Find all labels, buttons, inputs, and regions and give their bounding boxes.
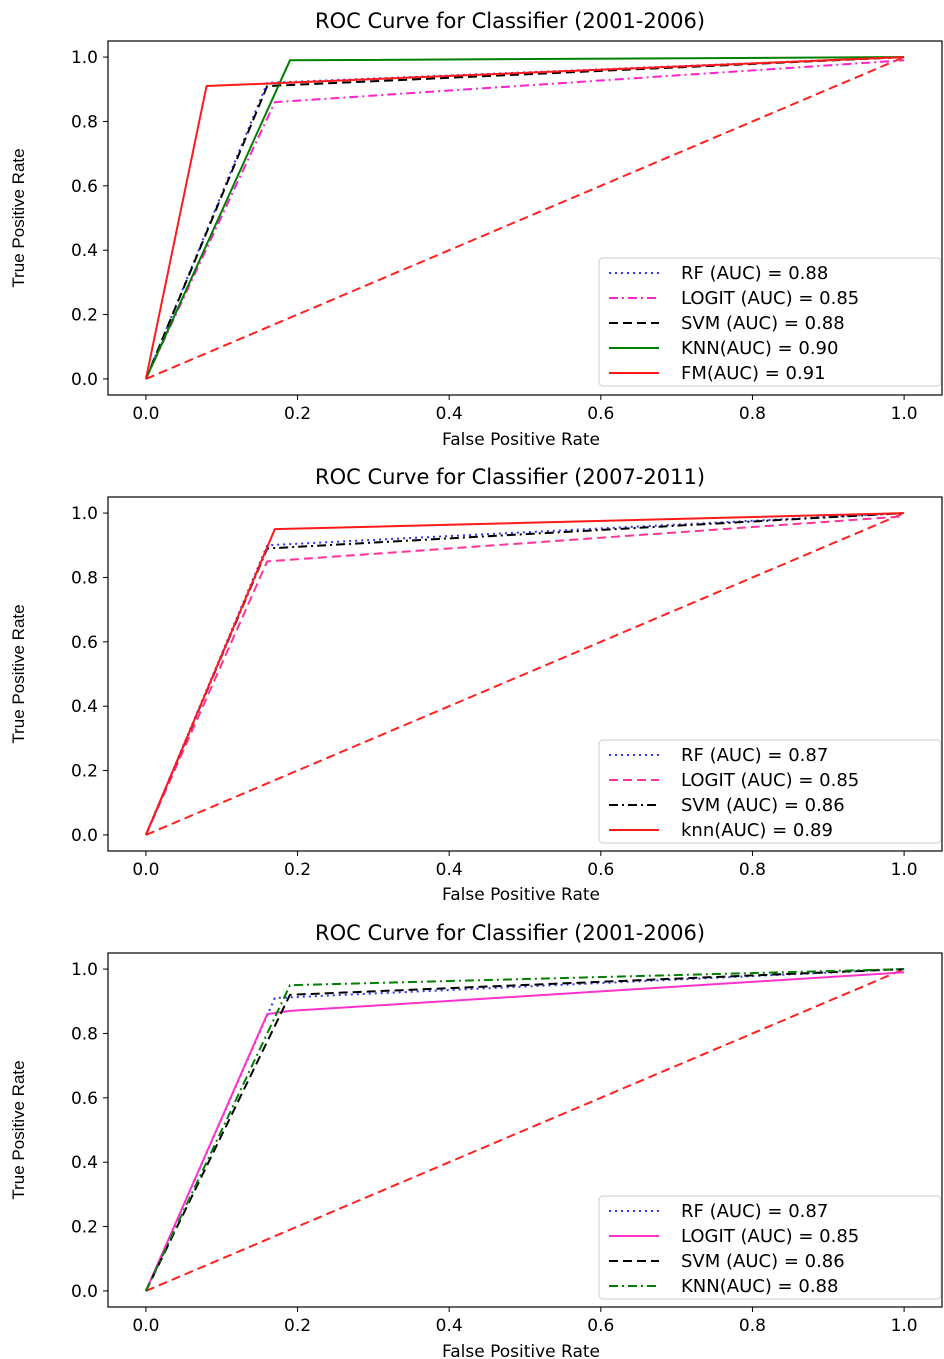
legend-label: LOGIT (AUC) = 0.85: [681, 770, 859, 791]
x-tick-label: 0.6: [587, 1316, 614, 1336]
x-tick-label: 0.8: [739, 1316, 766, 1336]
y-tick-label: 0.6: [71, 633, 98, 653]
y-tick-label: 0.8: [71, 1024, 98, 1044]
y-tick-label: 0.2: [71, 762, 98, 782]
x-tick-label: 0.2: [284, 860, 311, 880]
legend-label: SVM (AUC) = 0.86: [681, 795, 845, 816]
legend-label: SVM (AUC) = 0.88: [681, 313, 845, 334]
x-tick-label: 1.0: [891, 1316, 918, 1336]
y-tick-label: 0.4: [71, 697, 98, 717]
chart-panel-1: ROC Curve for Classifier (2001-2006) 0.0 0…: [9, 9, 943, 450]
x-tick-label: 0.6: [587, 404, 614, 424]
y-axis-label: True Positive Rate: [9, 148, 28, 287]
legend-label: FM(AUC) = 0.91: [681, 363, 826, 384]
y-tick-label: 1.0: [71, 960, 98, 980]
x-tick-label: 1.0: [891, 404, 918, 424]
legend-label: LOGIT (AUC) = 0.85: [681, 288, 859, 309]
y-tick-label: 0.4: [71, 1153, 98, 1173]
legend-label: KNN(AUC) = 0.90: [681, 338, 838, 359]
legend: RF (AUC) = 0.87 LOGIT (AUC) = 0.85 SVM (AU…: [598, 739, 942, 844]
legend-label: SVM (AUC) = 0.86: [681, 1251, 845, 1272]
legend-label: RF (AUC) = 0.88: [681, 263, 828, 284]
chart-title: ROC Curve for Classifier (2001-2006): [315, 9, 705, 33]
y-tick-label: 0.0: [71, 1282, 98, 1302]
y-tick-label: 1.0: [71, 504, 98, 524]
chart-panel-2: ROC Curve for Classifier (2007-2011) 0.0 0…: [9, 465, 943, 905]
y-tick-label: 0.8: [71, 112, 98, 132]
x-tick-label: 0.4: [436, 1316, 463, 1336]
x-tick-label: 0.4: [436, 860, 463, 880]
plot-area: [144, 512, 905, 836]
reference-diagonal-line: [145, 512, 905, 836]
chart-title: ROC Curve for Classifier (2007-2011): [315, 465, 705, 489]
axes-frame: [107, 496, 943, 852]
series-line-2: [144, 515, 905, 836]
plot-area: [144, 56, 905, 380]
legend-label: LOGIT (AUC) = 0.85: [681, 1226, 859, 1247]
y-tick-label: 1.0: [71, 48, 98, 68]
legend-label: knn(AUC) = 0.89: [681, 820, 833, 841]
series-line-5: [144, 56, 905, 380]
series-line-4: [145, 968, 905, 1292]
plot-area: [144, 968, 905, 1292]
legend: RF (AUC) = 0.87 LOGIT (AUC) = 0.85 SVM (AU…: [598, 1195, 942, 1300]
series-line-2: [145, 59, 905, 380]
x-tick-label: 0.2: [284, 404, 311, 424]
series-line-4: [144, 512, 905, 836]
y-tick-label: 0.2: [71, 306, 98, 326]
y-tick-label: 0.0: [71, 826, 98, 846]
y-tick-label: 0.6: [71, 177, 98, 197]
series-line-4: [144, 56, 905, 380]
x-tick-label: 0.0: [132, 404, 159, 424]
series-line-1: [144, 512, 905, 836]
series-line-3: [145, 968, 905, 1292]
chart-panel-3: ROC Curve for Classifier (2001-2006) 0.0 0…: [9, 921, 943, 1359]
y-tick-label: 0.4: [71, 241, 98, 261]
legend-label: RF (AUC) = 0.87: [681, 1201, 828, 1222]
x-tick-label: 0.6: [587, 860, 614, 880]
series-line-2: [144, 971, 905, 1292]
x-tick-label: 0.4: [436, 404, 463, 424]
x-axis-label: False Positive Rate: [442, 885, 600, 905]
x-axis-label: False Positive Rate: [442, 1342, 600, 1359]
y-tick-label: 0.6: [71, 1089, 98, 1109]
legend-box: [598, 257, 942, 387]
legend: RF (AUC) = 0.88 LOGIT (AUC) = 0.85 SVM (AU…: [598, 257, 942, 387]
legend-label: RF (AUC) = 0.87: [681, 745, 828, 766]
legend-box: [598, 739, 942, 844]
x-axis-label: False Positive Rate: [442, 430, 600, 450]
x-tick-label: 0.0: [132, 860, 159, 880]
chart-title: ROC Curve for Classifier (2001-2006): [315, 921, 705, 945]
x-tick-label: 0.0: [132, 1316, 159, 1336]
legend-label: KNN(AUC) = 0.88: [681, 1276, 838, 1297]
axes-frame: [107, 952, 943, 1308]
x-tick-label: 0.2: [284, 1316, 311, 1336]
reference-diagonal-line: [145, 56, 905, 380]
y-tick-label: 0.2: [71, 1218, 98, 1238]
x-tick-label: 1.0: [891, 860, 918, 880]
axes-frame: [107, 40, 943, 396]
y-tick-label: 0.8: [71, 568, 98, 588]
x-tick-label: 0.8: [739, 404, 766, 424]
legend-box: [598, 1195, 942, 1300]
x-tick-label: 0.8: [739, 860, 766, 880]
reference-diagonal-line: [145, 968, 905, 1292]
y-axis-label: True Positive Rate: [9, 604, 28, 743]
y-axis-label: True Positive Rate: [9, 1060, 28, 1199]
y-tick-label: 0.0: [71, 370, 98, 390]
